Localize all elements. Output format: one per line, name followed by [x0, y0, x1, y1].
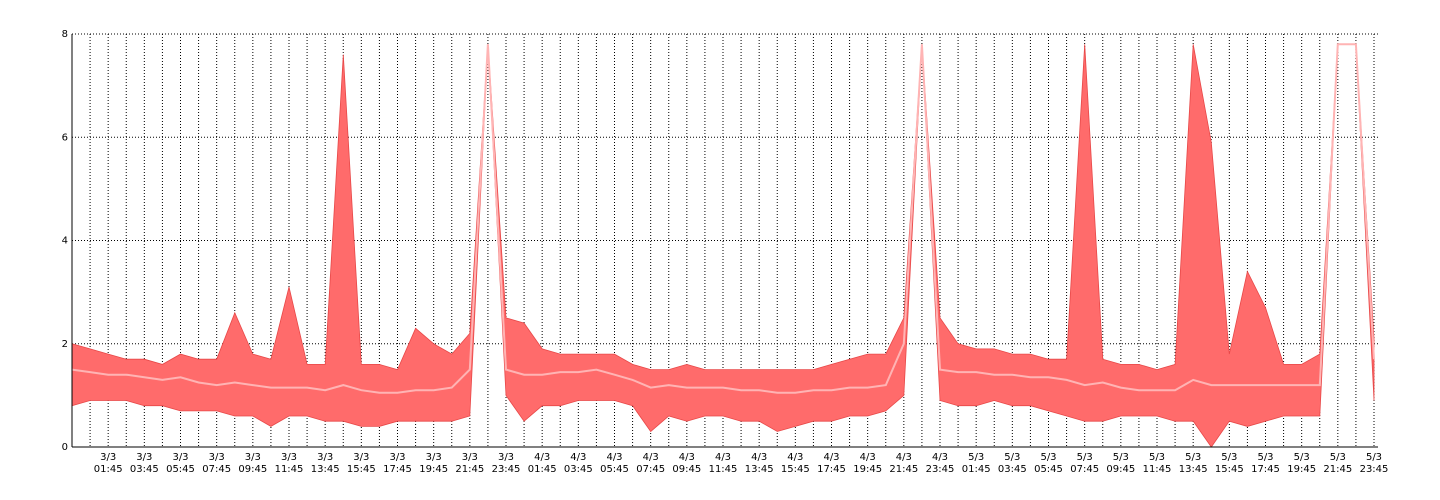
x-tick-label: 3/3 21:45 [455, 452, 485, 475]
x-tick-label: 5/3 21:45 [1323, 452, 1353, 475]
x-tick-label: 3/3 05:45 [166, 452, 195, 475]
x-tick-label: 4/3 13:45 [744, 452, 774, 475]
x-tick-label: 4/3 15:45 [780, 452, 810, 475]
x-tick-label: 5/3 23:45 [1359, 452, 1389, 475]
x-tick-label: 3/3 17:45 [383, 452, 412, 475]
mean-line [71, 43, 1375, 394]
x-tick-label: 4/3 03:45 [563, 452, 593, 475]
x-tick-label: 5/3 13:45 [1178, 452, 1208, 475]
x-tick-label: 4/3 07:45 [636, 452, 666, 475]
x-tick-label: 4/3 19:45 [853, 452, 883, 475]
x-tick-label: 5/3 11:45 [1142, 452, 1172, 475]
x-tick-label: 3/3 13:45 [310, 452, 340, 475]
x-tick-label: 3/3 15:45 [346, 452, 376, 475]
x-tick-label: 4/3 01:45 [527, 452, 557, 475]
x-tick-label: 5/3 03:45 [997, 452, 1027, 475]
x-tick-label: 5/3 09:45 [1106, 452, 1136, 475]
y-tick-label: 4 [62, 236, 68, 247]
x-tick-label: 3/3 03:45 [129, 452, 159, 475]
x-tick-label: 4/3 21:45 [889, 452, 919, 475]
y-tick-label: 8 [62, 29, 68, 40]
x-tick-label: 5/3 15:45 [1214, 452, 1244, 475]
x-tick-label: 4/3 23:45 [925, 452, 955, 475]
x-tick-label: 4/3 17:45 [817, 452, 846, 475]
x-tick-label: 3/3 09:45 [238, 452, 268, 475]
x-tick-label: 5/3 17:45 [1251, 452, 1280, 475]
x-tick-label: 5/3 05:45 [1034, 452, 1063, 475]
x-tick-label: 3/3 01:45 [93, 452, 123, 475]
x-tick-label: 4/3 11:45 [708, 452, 738, 475]
y-tick-label: 0 [62, 442, 68, 453]
x-tick-label: 3/3 19:45 [419, 452, 449, 475]
y-tick-label: 2 [62, 339, 68, 350]
y-tick-label: 6 [62, 132, 68, 143]
x-tick-label: 3/3 07:45 [202, 452, 232, 475]
x-tick-label: 4/3 09:45 [672, 452, 702, 475]
x-tick-label: 5/3 07:45 [1070, 452, 1100, 475]
x-tick-label: 3/3 11:45 [274, 452, 304, 475]
x-tick-label: 4/3 05:45 [600, 452, 629, 475]
x-tick-label: 5/3 19:45 [1287, 452, 1317, 475]
x-tick-label: 3/3 23:45 [491, 452, 521, 475]
x-tick-label: 5/3 01:45 [961, 452, 991, 475]
